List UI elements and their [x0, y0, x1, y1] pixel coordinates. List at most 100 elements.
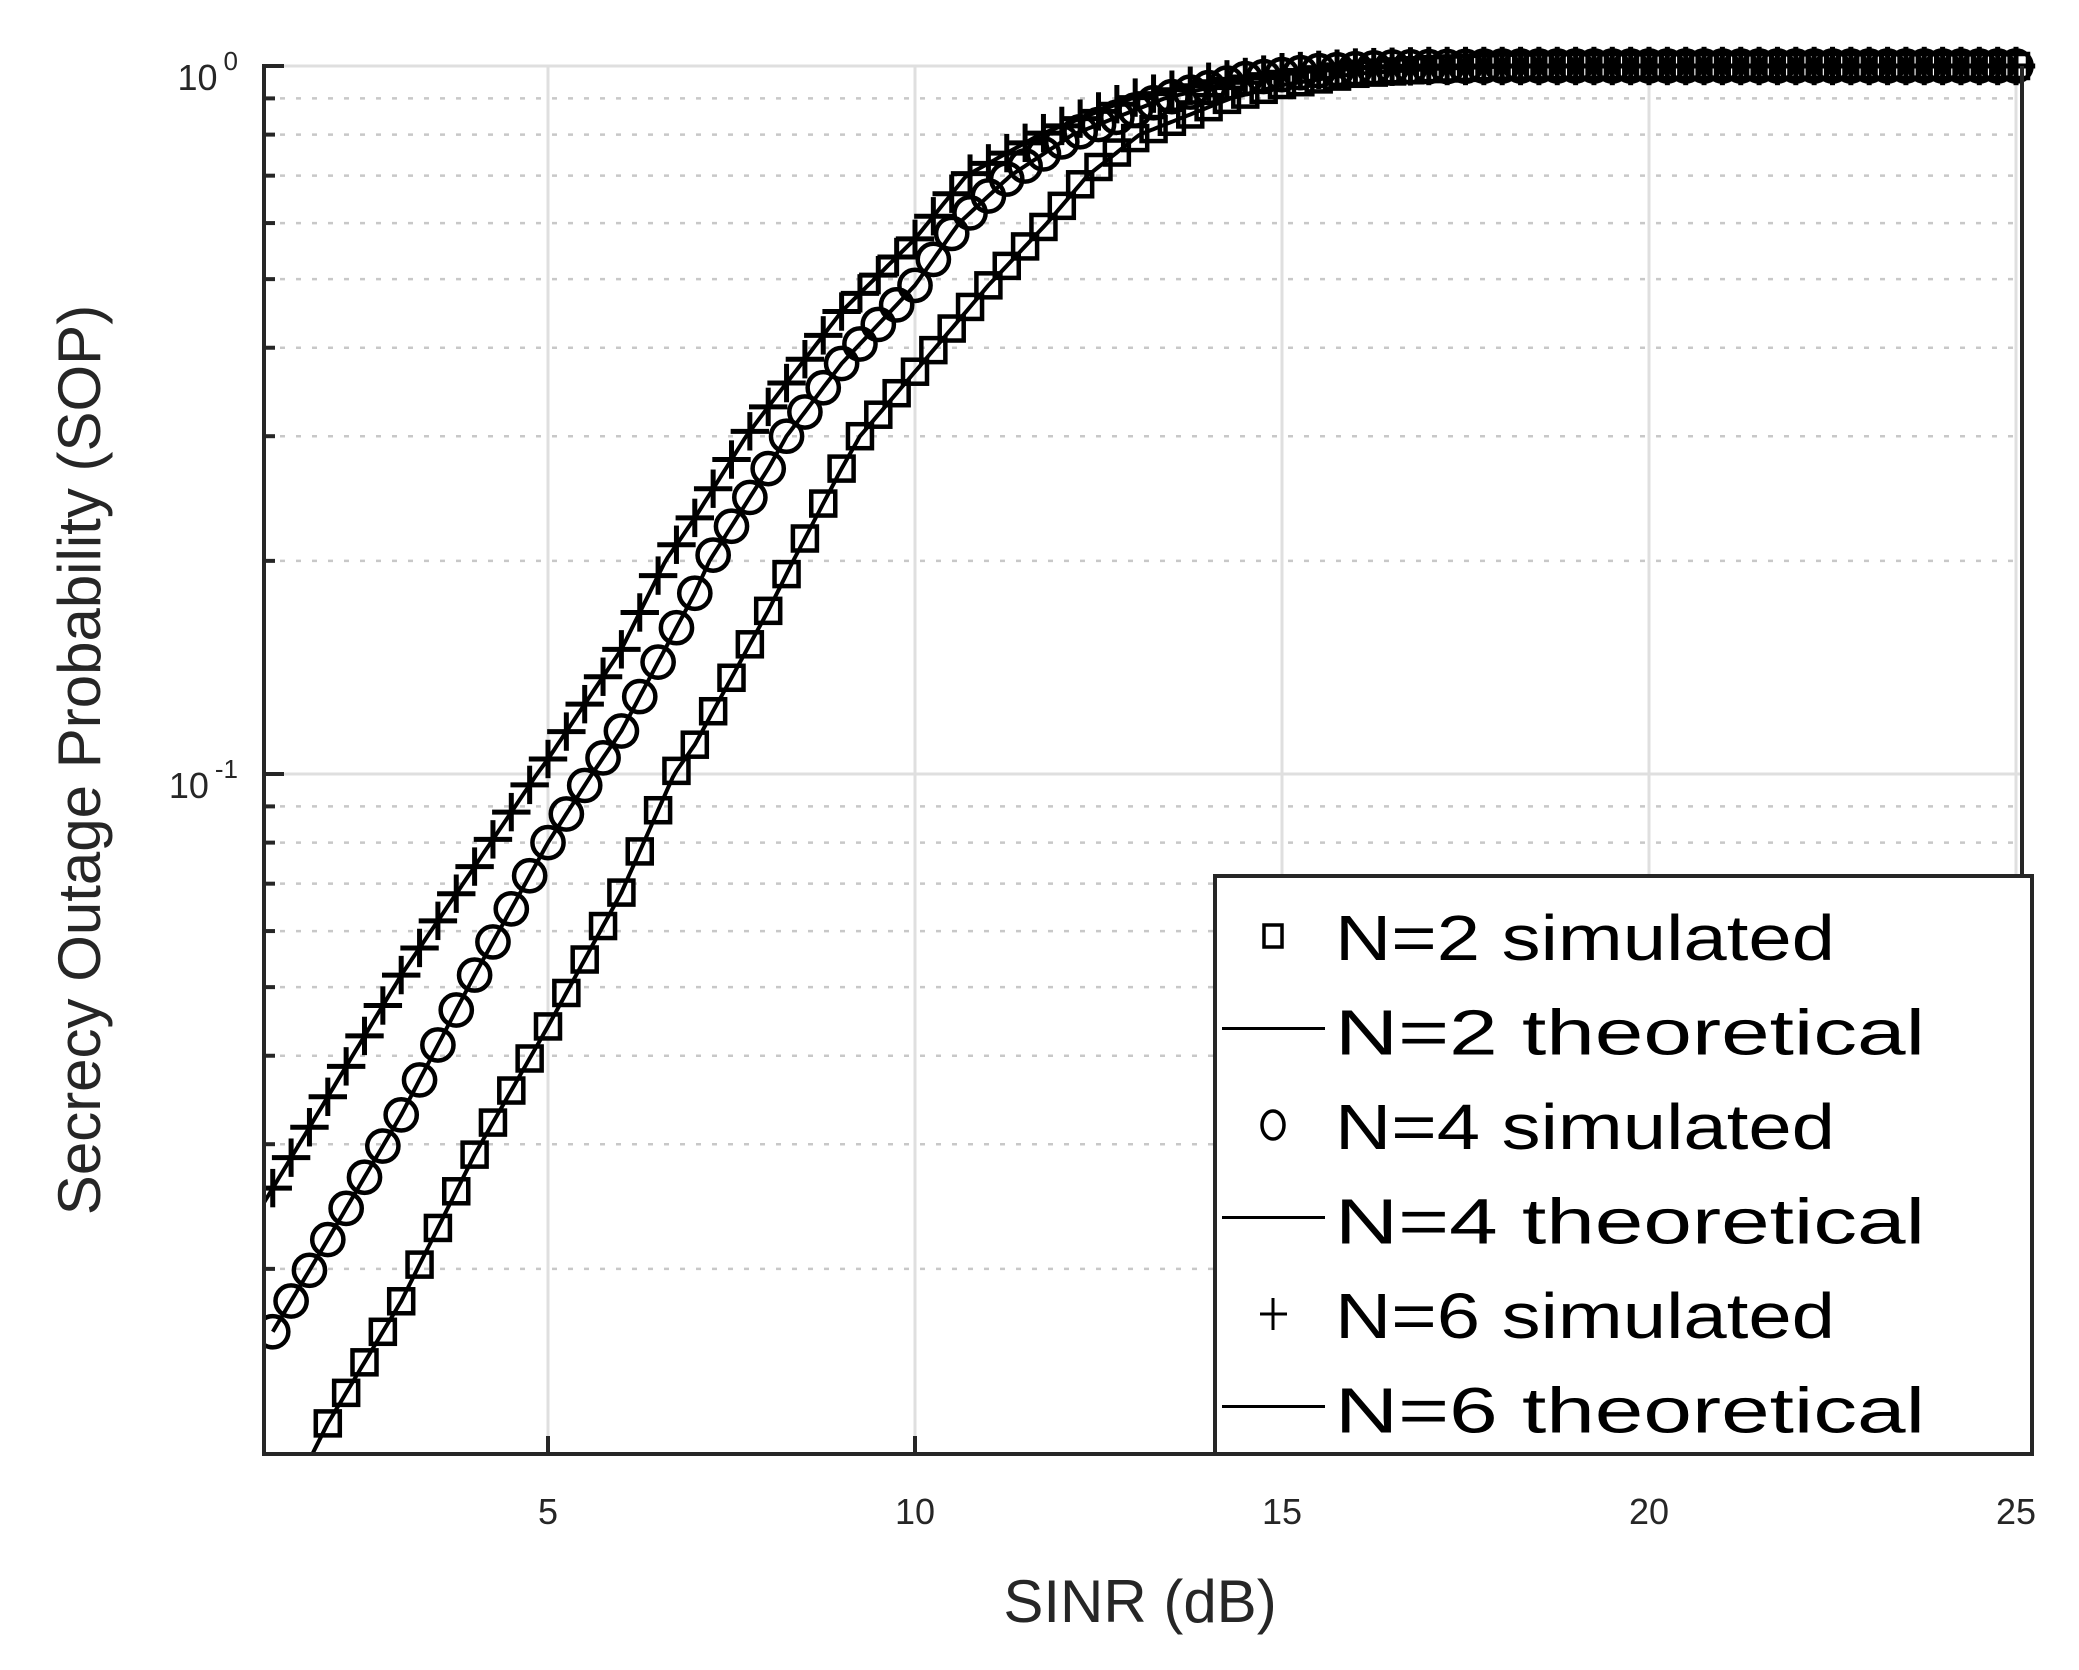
square-marker-icon — [570, 945, 599, 974]
circle-marker-icon — [842, 326, 878, 362]
y-tick-base: 10 — [169, 765, 209, 806]
square-marker-icon — [1262, 923, 1284, 949]
data-series — [264, 46, 2036, 1454]
square-marker-icon — [717, 663, 746, 693]
square-marker-icon — [423, 1213, 453, 1243]
circle-marker-icon — [732, 479, 768, 516]
square-marker-icon — [845, 421, 875, 451]
square-marker-icon — [772, 559, 801, 589]
circle-marker-icon — [915, 241, 952, 278]
circle-marker-icon — [273, 1283, 309, 1319]
circle-marker-icon — [658, 609, 695, 646]
y-tick-exponent: -1 — [215, 754, 238, 784]
square-marker-icon — [974, 271, 1003, 300]
circle-marker-icon — [309, 1221, 346, 1258]
square-marker-icon — [955, 292, 985, 322]
square-marker-icon — [313, 1409, 343, 1438]
square-marker-icon — [680, 730, 710, 759]
legend-label: N=6 simulated — [1335, 1280, 1835, 1352]
square-marker-icon — [919, 335, 948, 365]
circle-marker-icon — [530, 824, 566, 861]
square-marker-icon — [552, 978, 581, 1008]
circle-marker-icon — [860, 306, 897, 343]
circle-marker-icon — [420, 1027, 456, 1063]
square-marker-icon — [497, 1076, 526, 1105]
square-marker-icon — [643, 795, 673, 825]
square-marker-icon — [864, 400, 893, 429]
legend-item: N=4 theoretical — [1222, 1186, 1925, 1258]
square-marker-icon — [698, 696, 728, 726]
square-marker-icon — [442, 1177, 471, 1206]
legend-label: N=2 theoretical — [1335, 997, 1925, 1069]
square-marker-icon — [1047, 191, 1077, 221]
circle-marker-icon — [328, 1190, 364, 1227]
legend-label: N=4 theoretical — [1335, 1186, 1925, 1258]
square-marker-icon — [1084, 152, 1113, 182]
x-tick-label: 10 — [895, 1491, 935, 1532]
legend-label: N=2 simulated — [1335, 902, 1835, 974]
x-tick-label: 25 — [1996, 1491, 2036, 1532]
circle-marker-icon — [805, 369, 842, 406]
square-marker-icon — [478, 1108, 508, 1137]
square-marker-icon — [405, 1250, 434, 1279]
square-marker-icon — [900, 357, 930, 386]
legend-item: N=4 simulated — [1260, 1091, 1835, 1163]
circle-marker-icon — [264, 1313, 291, 1350]
circle-marker-icon — [897, 267, 933, 304]
x-axis-label: SINR (dB) — [1003, 1568, 1276, 1635]
circle-marker-icon — [676, 575, 713, 612]
circle-marker-icon — [438, 992, 475, 1028]
legend-box — [1213, 874, 2034, 1456]
square-marker-icon — [992, 251, 1021, 281]
circle-marker-icon — [621, 678, 658, 715]
square-marker-icon — [1157, 107, 1187, 137]
y-tick-label: 10 0 — [177, 46, 238, 98]
circle-marker-icon — [640, 644, 676, 680]
circle-marker-icon — [401, 1062, 438, 1098]
legend-item: N=6 theoretical — [1222, 1375, 1925, 1447]
circle-marker-icon — [750, 450, 787, 487]
circle-marker-icon — [475, 924, 511, 960]
y-tick-label: 10 -1 — [169, 754, 238, 806]
circle-marker-icon — [365, 1128, 401, 1164]
square-marker-icon — [386, 1287, 416, 1316]
square-marker-icon — [625, 837, 654, 866]
circle-marker-icon — [1260, 1109, 1286, 1141]
square-marker-icon — [827, 454, 856, 483]
circle-marker-icon — [566, 767, 603, 804]
square-marker-icon — [515, 1044, 544, 1073]
x-tick-label: 20 — [1629, 1491, 1669, 1532]
square-marker-icon — [331, 1378, 361, 1408]
square-marker-icon — [735, 630, 765, 659]
square-marker-icon — [1029, 212, 1058, 242]
y-axis-label: Secrecy Outage Probability (SOP) — [46, 305, 113, 1215]
x-tick-label: 15 — [1262, 1491, 1302, 1532]
square-marker-icon — [1065, 170, 1095, 199]
square-marker-icon — [937, 314, 966, 343]
square-marker-icon — [882, 378, 911, 408]
circle-marker-icon — [603, 713, 640, 749]
circle-marker-icon — [713, 508, 750, 545]
circle-marker-icon — [695, 537, 732, 573]
circle-marker-icon — [768, 418, 805, 455]
square-marker-icon — [753, 596, 783, 626]
circle-marker-icon — [493, 890, 530, 927]
circle-marker-icon — [823, 345, 860, 382]
circle-marker-icon — [346, 1159, 383, 1196]
square-marker-icon — [368, 1317, 398, 1347]
legend-item: N=6 simulated — [1260, 1280, 1835, 1352]
circle-marker-icon — [511, 857, 548, 894]
legend-item: N=2 simulated — [1262, 902, 1835, 974]
square-marker-icon — [607, 878, 636, 907]
circle-marker-icon — [456, 957, 493, 993]
square-marker-icon — [809, 489, 838, 518]
circle-marker-icon — [548, 796, 585, 832]
circle-marker-icon — [383, 1097, 420, 1133]
legend-label: N=6 theoretical — [1335, 1375, 1925, 1447]
square-marker-icon — [588, 911, 618, 941]
square-marker-icon — [662, 756, 691, 786]
circle-marker-icon — [291, 1252, 328, 1289]
legend-label: N=4 simulated — [1335, 1091, 1835, 1163]
